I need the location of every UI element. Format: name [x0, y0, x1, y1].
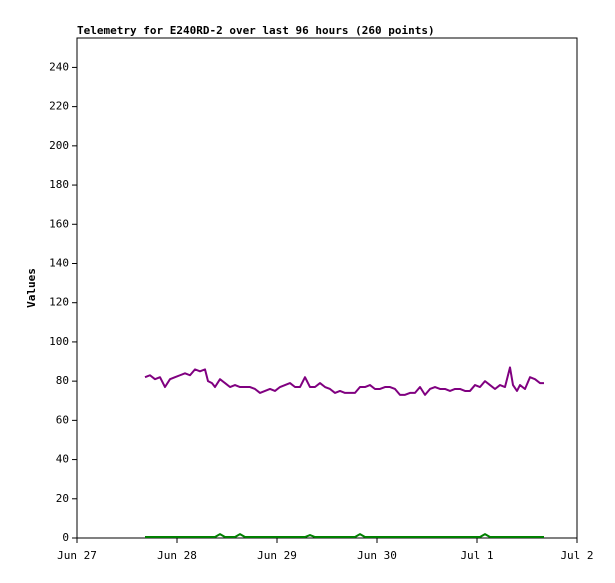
y-tick-label: 180 [49, 178, 69, 191]
y-tick-label: 120 [49, 296, 69, 309]
y-axis-label: Values [25, 268, 38, 308]
x-tick-label: Jul 2 [560, 549, 593, 562]
y-tick-label: 240 [49, 60, 69, 73]
data-line [145, 533, 544, 539]
x-tick-label: Jun 27 [57, 549, 97, 562]
x-tick-label: Jun 29 [257, 549, 297, 562]
y-tick-label: 0 [62, 531, 69, 544]
y-tick-label: 200 [49, 139, 69, 152]
chart-title: Telemetry for E240RD-2 over last 96 hour… [77, 24, 435, 37]
y-tick-label: 100 [49, 335, 69, 348]
x-tick-label: Jun 28 [157, 549, 197, 562]
y-tick-label: 20 [56, 492, 69, 505]
y-tick-label: 40 [56, 453, 69, 466]
y-tick-label: 60 [56, 413, 69, 426]
x-tick-label: Jun 30 [357, 549, 397, 562]
data-line [144, 366, 544, 396]
x-tick-label: Jul 1 [460, 549, 493, 562]
y-tick-label: 140 [49, 256, 69, 269]
y-tick-label: 160 [49, 217, 69, 230]
y-tick-label: 80 [56, 374, 69, 387]
y-tick-label: 220 [49, 100, 69, 113]
